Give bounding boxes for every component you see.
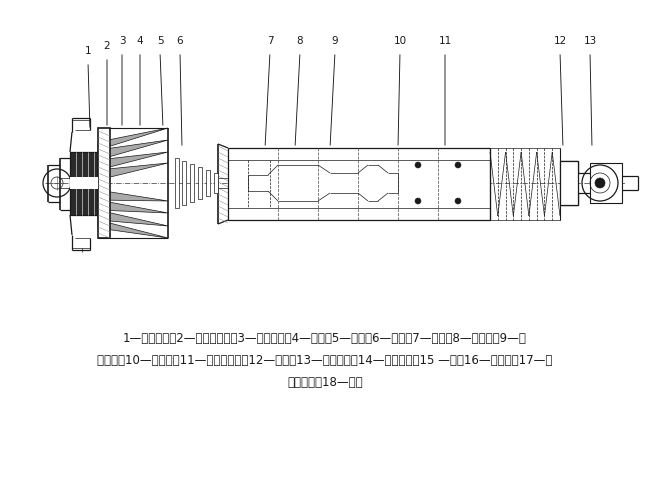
Bar [70, 177, 98, 189]
Polygon shape [98, 128, 168, 150]
Text: 8: 8 [296, 36, 304, 46]
Text: 2: 2 [104, 41, 110, 51]
Polygon shape [98, 152, 168, 170]
Polygon shape [98, 220, 168, 238]
Bar [214, 173, 218, 193]
Text: 6: 6 [177, 36, 183, 46]
Bar [70, 152, 98, 215]
Polygon shape [98, 200, 168, 213]
Text: 向斜块；10—分水盘；11—下减震装置；12—方头；13—钒杆销轴；14—减震总成；15 —杆；16—中间杆；17—防: 向斜块；10—分水盘；11—下减震装置；12—方头；13—钒杆销轴；14—减震总… [98, 353, 552, 366]
Polygon shape [98, 163, 168, 180]
Text: 9: 9 [332, 36, 338, 46]
Circle shape [595, 178, 605, 188]
Text: 1: 1 [84, 46, 91, 56]
Bar [228, 148, 490, 220]
Bar [175, 158, 179, 208]
Text: 13: 13 [584, 36, 597, 46]
Bar [98, 128, 110, 238]
Text: 7: 7 [266, 36, 273, 46]
Circle shape [455, 162, 461, 168]
Text: 1—限位装置；2—防带杆装置；3—上端法兰；4—挡环；5—转环；6—芯杆；7—键条；8—加压台；9—导: 1—限位装置；2—防带杆装置；3—上端法兰；4—挡环；5—转环；6—芯杆；7—键… [123, 331, 527, 345]
Bar [198, 167, 202, 199]
Text: 12: 12 [553, 36, 567, 46]
Circle shape [415, 198, 421, 204]
Text: 4: 4 [136, 36, 143, 46]
Text: 10: 10 [393, 36, 406, 46]
Circle shape [455, 198, 461, 204]
Polygon shape [98, 210, 168, 226]
Bar [590, 163, 622, 203]
Text: 5: 5 [157, 36, 163, 46]
Text: 3: 3 [119, 36, 125, 46]
Polygon shape [98, 140, 168, 160]
Bar [190, 164, 194, 202]
Text: 11: 11 [438, 36, 452, 46]
Bar [206, 170, 210, 196]
Circle shape [415, 162, 421, 168]
Bar [560, 161, 578, 205]
Text: 带杆托盘；18—扁头: 带杆托盘；18—扁头 [287, 375, 363, 388]
Polygon shape [98, 190, 168, 201]
Bar [182, 161, 186, 205]
